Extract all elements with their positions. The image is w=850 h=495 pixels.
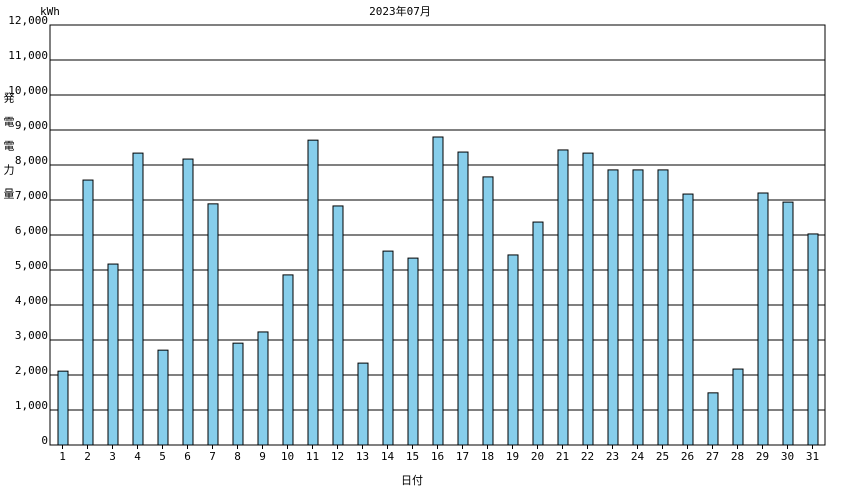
bar xyxy=(107,263,119,446)
bar xyxy=(432,136,444,446)
x-tick-label: 20 xyxy=(531,450,544,463)
y-tick-label: 3,000 xyxy=(15,329,48,342)
x-tick-label: 7 xyxy=(209,450,216,463)
bar xyxy=(757,192,769,446)
bar xyxy=(207,203,219,446)
bar xyxy=(807,233,819,446)
x-tick-label: 12 xyxy=(331,450,344,463)
x-axis-label: 日付 xyxy=(401,474,423,487)
bar xyxy=(407,257,419,446)
bar xyxy=(182,158,194,446)
bar xyxy=(682,193,694,446)
bar xyxy=(657,169,669,446)
x-tick-label: 3 xyxy=(109,450,116,463)
bar xyxy=(357,362,369,446)
x-tick-label: 21 xyxy=(556,450,569,463)
x-tick-label: 1 xyxy=(59,450,66,463)
y-tick-label: 1,000 xyxy=(15,399,48,412)
bar xyxy=(82,179,94,446)
x-tick-label: 24 xyxy=(631,450,645,463)
x-tick-label: 17 xyxy=(456,450,469,463)
y-tick-label: 7,000 xyxy=(15,189,48,202)
bar xyxy=(732,368,744,446)
x-tick-label: 4 xyxy=(134,450,141,463)
x-tick-label: 11 xyxy=(306,450,319,463)
x-tick-label: 13 xyxy=(356,450,369,463)
bar xyxy=(282,274,294,446)
x-tick-label: 28 xyxy=(731,450,744,463)
bar xyxy=(582,152,594,446)
bar xyxy=(782,201,794,446)
unit-label: kWh xyxy=(40,5,60,18)
y-tick-label: 8,000 xyxy=(15,154,48,167)
x-tick-label: 9 xyxy=(259,450,266,463)
bar xyxy=(307,139,319,446)
x-tick-label: 18 xyxy=(481,450,494,463)
y-tick-label: 6,000 xyxy=(15,224,48,237)
bar xyxy=(257,331,269,446)
bar xyxy=(557,149,569,446)
x-tick-label: 2 xyxy=(84,450,91,463)
x-tick-label: 8 xyxy=(234,450,241,463)
y-tick-label: 5,000 xyxy=(15,259,48,272)
x-tick-label: 25 xyxy=(656,450,669,463)
chart-title: 2023年07月 xyxy=(369,4,431,18)
y-tick-label: 4,000 xyxy=(15,294,48,307)
x-tick-label: 27 xyxy=(706,450,719,463)
x-tick-label: 22 xyxy=(581,450,594,463)
x-tick-label: 16 xyxy=(431,450,444,463)
bar xyxy=(57,370,69,446)
y-tick-label: 9,000 xyxy=(15,119,48,132)
y-tick-label: 2,000 xyxy=(15,364,48,377)
bar xyxy=(707,392,719,446)
x-tick-label: 26 xyxy=(681,450,694,463)
y-tick-label: 12,000 xyxy=(8,14,48,27)
bar xyxy=(457,151,469,446)
x-tick-label: 6 xyxy=(184,450,191,463)
x-tick-label: 10 xyxy=(281,450,294,463)
bar xyxy=(157,349,169,446)
y-tick-label: 11,000 xyxy=(8,49,48,62)
bar xyxy=(607,169,619,446)
bar xyxy=(382,250,394,446)
x-tick-label: 23 xyxy=(606,450,619,463)
x-tick-label: 29 xyxy=(756,450,769,463)
bar xyxy=(132,152,144,446)
x-tick-label: 5 xyxy=(159,450,166,463)
y-tick-label: 0 xyxy=(41,434,48,447)
bar xyxy=(482,176,494,446)
y-tick-label: 10,000 xyxy=(8,84,48,97)
x-tick-label: 31 xyxy=(806,450,819,463)
x-tick-label: 14 xyxy=(381,450,395,463)
bar xyxy=(532,221,544,446)
bar xyxy=(232,342,244,446)
bar xyxy=(332,205,344,446)
y-axis-label: 発電電力量 xyxy=(2,91,15,212)
bar xyxy=(632,169,644,446)
x-tick-label: 30 xyxy=(781,450,794,463)
x-tick-label: 15 xyxy=(406,450,419,463)
bar xyxy=(507,254,519,446)
x-tick-label: 19 xyxy=(506,450,519,463)
